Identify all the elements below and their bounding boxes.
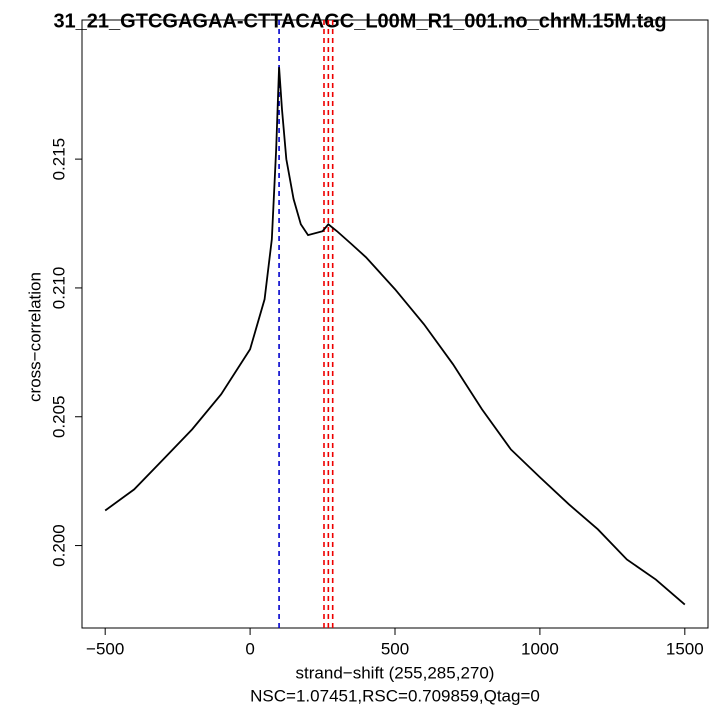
- plot-frame: [81, 19, 709, 629]
- x-tick-label: −500: [86, 639, 124, 658]
- x-tick-label: 1500: [666, 639, 704, 658]
- y-tick-label: 0.200: [49, 524, 68, 567]
- y-axis-label: cross−correlation: [25, 272, 44, 402]
- x-tick-label: 500: [381, 639, 409, 658]
- y-tick-label: 0.215: [49, 138, 68, 181]
- y-tick-label: 0.210: [49, 267, 68, 310]
- subtitle: NSC=1.07451,RSC=0.709859,Qtag=0: [250, 686, 540, 705]
- x-tick-label: 0: [245, 639, 254, 658]
- data-line: [104, 67, 686, 606]
- chart-title: 31_21_GTCGAGAA-CTTACAGC_L00M_R1_001.no_c…: [53, 10, 666, 32]
- x-tick-label: 1000: [521, 639, 559, 658]
- y-tick-label: 0.205: [49, 395, 68, 438]
- x-axis-label: strand−shift (255,285,270): [296, 663, 495, 682]
